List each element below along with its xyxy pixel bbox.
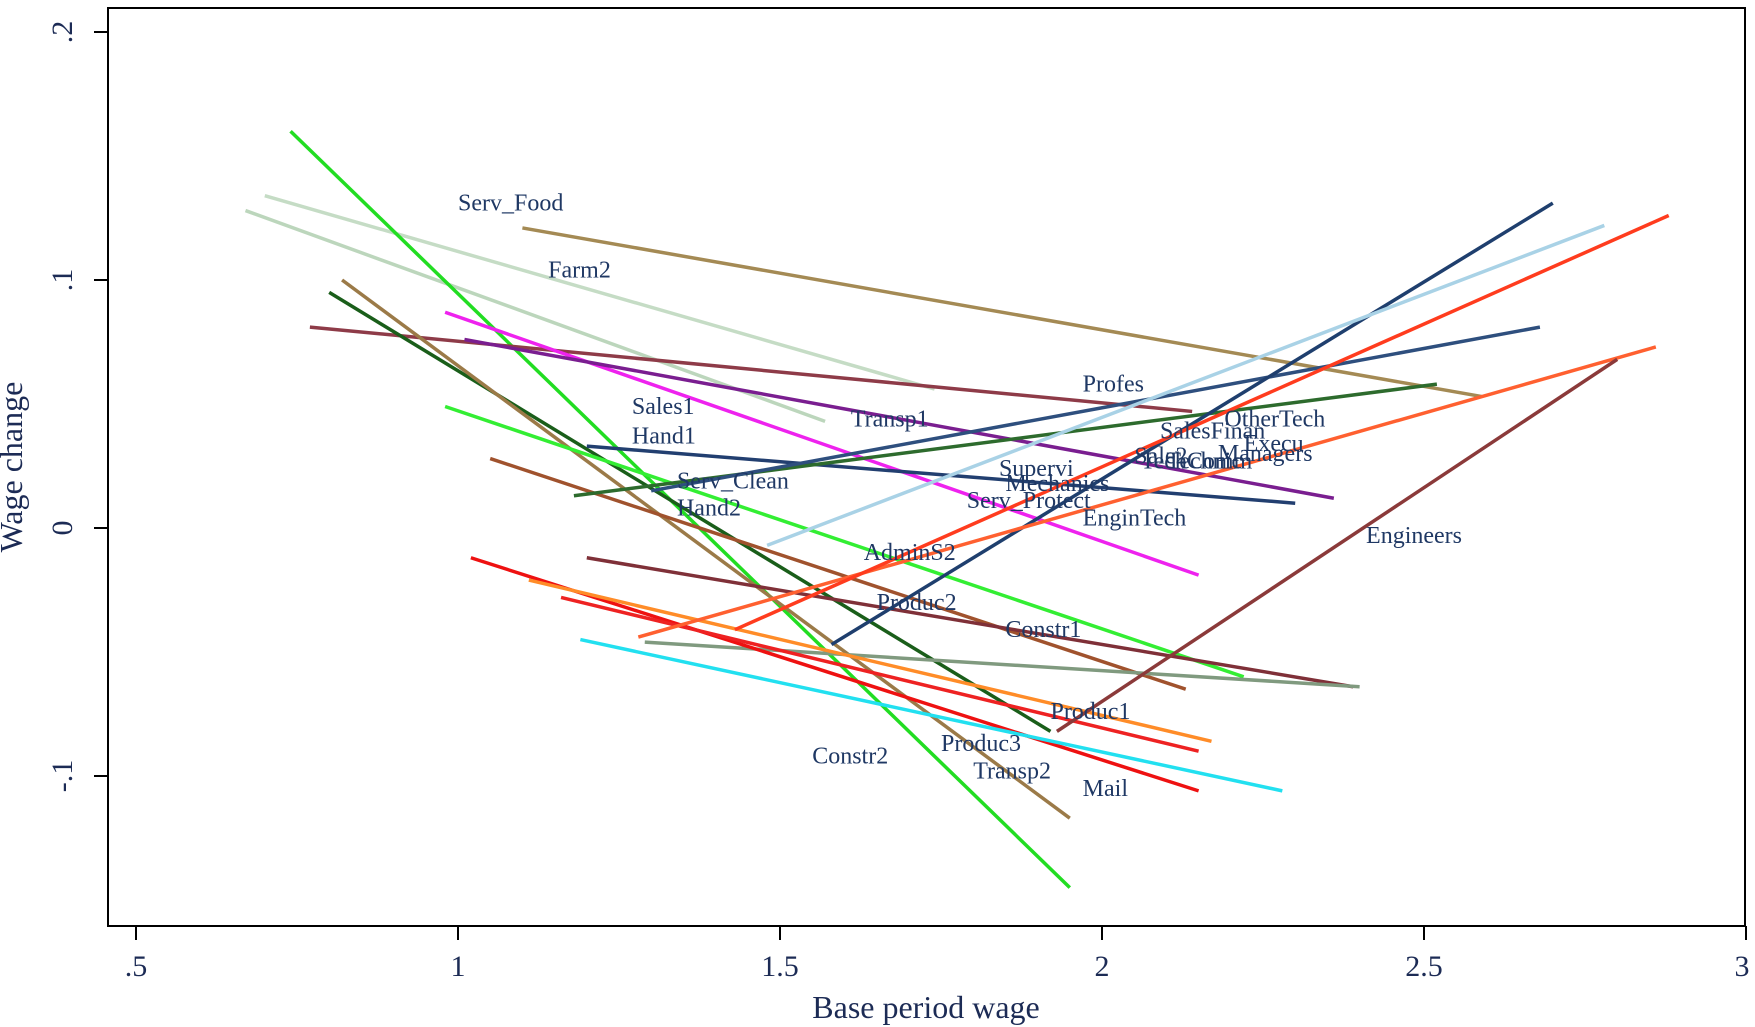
series-label-19: EnginTech <box>1083 506 1187 532</box>
series-label-21: AdminS2 <box>864 540 956 566</box>
series-label-24: Produc1 <box>1050 699 1130 725</box>
series-label-27: Transp2 <box>973 758 1051 784</box>
series-label-16: Mechanics <box>1005 471 1109 497</box>
series-label-12: TechComm <box>1141 448 1253 474</box>
plot-frame <box>107 7 1746 927</box>
series-label-6: OtherTech <box>1224 406 1325 432</box>
series-line-23 <box>734 213 1670 632</box>
series-line-25 <box>1055 357 1619 733</box>
series-line-12 <box>586 556 1354 689</box>
series-label-20: Engineers <box>1366 523 1462 549</box>
x-tick-label-5: 2.5 <box>1405 950 1443 983</box>
series-label-11: Sale2 <box>1134 444 1187 470</box>
series-line-13 <box>644 640 1360 689</box>
series-line-16 <box>560 595 1200 753</box>
x-tick-label-4: 2 <box>1095 950 1110 983</box>
series-labels: Serv_Food Farm2 Profes Sales1 Transp1 OtherTe… <box>458 191 1462 802</box>
series-line-10 <box>444 404 1245 679</box>
series-label-7: Hand1 <box>632 424 696 450</box>
series-label-5: Transp1 <box>851 406 929 432</box>
series-line-9 <box>341 278 1071 820</box>
series-label-9: Execu <box>1244 431 1304 457</box>
series-label-17: Serv_Protect <box>967 488 1091 514</box>
series-label-28: Mail <box>1083 776 1129 802</box>
series-label-18: Hand2 <box>677 496 741 522</box>
series-line-17 <box>579 637 1283 793</box>
x-tick-label-6: 3 <box>1735 950 1750 983</box>
series-line-4 <box>289 129 1072 889</box>
series-label-13: Technic <box>1166 448 1242 474</box>
y-tick-label-4: .2 <box>46 21 79 44</box>
y-ticks: -.1 0 .1 .2 <box>46 21 108 793</box>
series-line-18 <box>586 444 1296 505</box>
series-line-5 <box>309 325 1193 414</box>
x-axis-title: Base period wage <box>812 989 1039 1025</box>
series-line-6 <box>444 310 1200 577</box>
series-label-26: Constr2 <box>812 744 888 770</box>
series-line-11 <box>489 456 1187 691</box>
series-line-21 <box>830 201 1554 647</box>
series-line-20 <box>650 325 1541 493</box>
series-line-2 <box>264 193 936 391</box>
series-line-22 <box>637 345 1657 639</box>
series-line-7 <box>464 337 1335 500</box>
x-ticks: .5 1 1.5 2 2.5 3 <box>125 926 1750 983</box>
x-tick-label-2: 1 <box>451 950 466 983</box>
series-line-24 <box>766 223 1605 547</box>
y-tick-label-3: .1 <box>46 269 79 292</box>
series-label-22: Produc2 <box>877 590 957 616</box>
series-label-1: Serv_Food <box>458 191 563 217</box>
series-label-10: Managers <box>1218 441 1313 467</box>
series-label-8: SalesFinan <box>1160 419 1265 445</box>
x-tick-label-3: 1.5 <box>761 950 799 983</box>
x-tick-label-1: .5 <box>125 950 148 983</box>
y-tick-label-1: -.1 <box>46 760 79 793</box>
series-label-4: Sales1 <box>632 394 695 420</box>
series-line-15 <box>528 578 1212 743</box>
series-label-15: Serv_Clean <box>677 468 789 494</box>
series-lines <box>244 129 1670 889</box>
series-label-14: Supervi <box>999 456 1074 482</box>
y-axis-title: Wage change <box>0 382 29 553</box>
y-tick-label-2: 0 <box>46 521 79 536</box>
series-label-2: Farm2 <box>548 258 611 284</box>
series-label-25: Produc3 <box>941 731 1021 757</box>
series-label-3: Profes <box>1083 372 1144 398</box>
series-label-23: Constr1 <box>1005 617 1081 643</box>
